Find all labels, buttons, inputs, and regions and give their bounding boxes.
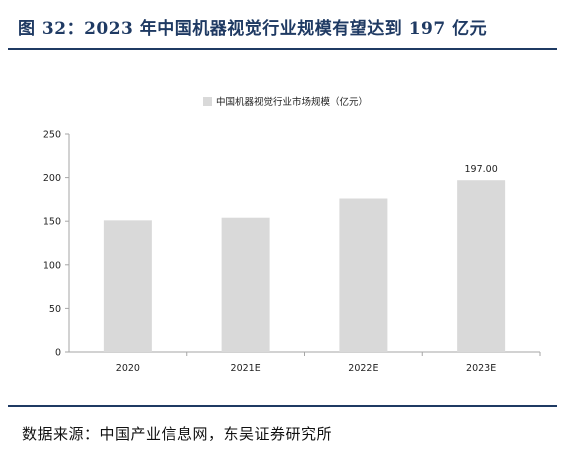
figure-title: 图 32：2023 年中国机器视觉行业规模有望达到 197 亿元 [18, 19, 488, 39]
x-tick-label: 2021E [231, 363, 261, 374]
bars [103, 180, 506, 352]
y-tick-label: 50 [49, 304, 61, 315]
data-label: 197.00 [465, 164, 498, 175]
x-tick-labels: 2020 2021E 2022E 2023E [116, 352, 541, 374]
x-tick-label: 2022E [348, 363, 378, 374]
source-divider [8, 405, 557, 407]
legend-label: 中国机器视觉行业市场规模（亿元） [216, 96, 368, 108]
title-divider [8, 48, 557, 50]
x-tick-label: 2023E [466, 363, 496, 374]
y-tick-label: 200 [43, 173, 61, 184]
data-labels: 197.00 [465, 164, 498, 175]
source-note: 数据来源：中国产业信息网，东吴证券研究所 [22, 425, 333, 443]
bar-2021E [221, 217, 270, 352]
bar-2023E [457, 180, 506, 352]
y-tick-label: 0 [55, 348, 61, 359]
bar-2022E [339, 198, 388, 352]
x-tick-label: 2020 [116, 363, 140, 374]
y-tick-label: 100 [43, 260, 61, 271]
legend-swatch [203, 97, 212, 106]
bar-2020 [103, 220, 152, 352]
y-tick-label: 150 [43, 217, 61, 228]
legend: 中国机器视觉行业市场规模（亿元） [203, 96, 368, 108]
y-tick-label: 250 [43, 130, 61, 141]
y-tick-labels: 0 50 100 150 200 250 [43, 130, 69, 359]
